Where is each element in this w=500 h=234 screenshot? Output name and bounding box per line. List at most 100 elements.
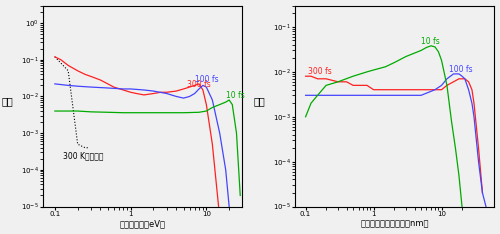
100 fs <box>216 132 222 135</box>
10 fs <box>180 111 186 114</box>
Y-axis label: 確率: 確率 <box>254 96 265 106</box>
Line: 10 fs: 10 fs <box>306 46 462 206</box>
300 fs <box>111 86 117 88</box>
Text: 100 fs: 100 fs <box>194 75 218 84</box>
300 fs <box>173 90 179 92</box>
300 fs <box>432 88 438 91</box>
10 fs <box>350 75 356 78</box>
100 fs <box>52 82 58 85</box>
10 fs <box>370 69 376 71</box>
300 fs <box>356 84 362 87</box>
300 fs <box>308 75 314 78</box>
10 fs <box>74 110 80 113</box>
10 fs <box>314 94 320 97</box>
Line: 100 fs: 100 fs <box>55 84 229 206</box>
300 fs <box>82 73 88 76</box>
100 fs <box>164 92 170 95</box>
10 fs <box>432 45 438 48</box>
100 fs <box>459 75 465 78</box>
300 fs <box>323 77 329 80</box>
100 fs <box>128 88 134 90</box>
10 fs <box>452 147 458 150</box>
100 fs <box>150 90 156 92</box>
10 fs <box>382 65 388 68</box>
300 fs <box>350 84 356 87</box>
Text: 10 fs: 10 fs <box>421 37 440 46</box>
300 fs <box>444 84 450 87</box>
10 fs <box>237 194 243 197</box>
X-axis label: 親イオンからの距離（nm）: 親イオンからの距離（nm） <box>360 219 429 228</box>
100 fs <box>370 94 376 97</box>
10 fs <box>438 59 444 62</box>
10 fs <box>323 84 329 87</box>
300 fs <box>141 94 147 96</box>
10 fs <box>418 49 424 52</box>
300 fs <box>52 55 58 58</box>
100 fs <box>204 86 210 88</box>
300 fs <box>105 82 111 85</box>
300 fs <box>469 88 475 91</box>
100 fs <box>350 94 356 97</box>
100 fs <box>438 84 444 87</box>
300 fs <box>58 58 64 61</box>
100 fs <box>335 94 341 97</box>
10 fs <box>210 106 216 109</box>
300 fs <box>150 92 156 95</box>
Text: 10 fs: 10 fs <box>226 91 244 100</box>
10 fs <box>216 103 222 106</box>
Line: 300 fs: 300 fs <box>55 57 229 234</box>
300 fs <box>471 102 477 105</box>
300 fs <box>335 80 341 83</box>
X-axis label: エネルギー（eV）: エネルギー（eV） <box>120 219 166 228</box>
10 fs <box>335 80 341 83</box>
100 fs <box>476 160 482 163</box>
100 fs <box>364 94 370 97</box>
100 fs <box>200 84 206 87</box>
10 fs <box>308 102 314 105</box>
300 fs <box>466 80 471 83</box>
10 fs <box>456 174 462 176</box>
100 fs <box>210 99 216 101</box>
100 fs <box>483 205 489 208</box>
300 fs <box>88 75 94 78</box>
100 fs <box>186 95 192 98</box>
100 fs <box>74 85 80 88</box>
100 fs <box>450 73 456 75</box>
300 fs <box>459 77 465 80</box>
300 fs <box>134 92 140 95</box>
300 fs <box>74 69 80 72</box>
300 fs <box>186 86 192 88</box>
100 fs <box>466 88 471 91</box>
300 fs <box>210 143 216 146</box>
10 fs <box>196 111 202 114</box>
300 fs <box>450 80 456 83</box>
100 fs <box>314 94 320 97</box>
Text: 300 Kの熱分布: 300 Kの熱分布 <box>64 152 104 161</box>
10 fs <box>424 46 430 49</box>
300 fs <box>476 147 482 150</box>
100 fs <box>444 77 450 80</box>
10 fs <box>88 110 94 113</box>
300 fs <box>65 64 71 67</box>
300 fs <box>164 91 170 94</box>
300 fs <box>382 88 388 91</box>
100 fs <box>173 95 179 98</box>
10 fs <box>403 55 409 58</box>
300 fs <box>370 88 376 91</box>
300 fs <box>438 88 444 91</box>
100 fs <box>469 102 475 105</box>
300 fs <box>418 88 424 91</box>
100 fs <box>456 73 462 75</box>
10 fs <box>448 120 454 122</box>
300 fs <box>192 84 198 87</box>
300 fs <box>98 79 103 81</box>
300 fs <box>204 103 210 106</box>
100 fs <box>65 84 71 87</box>
100 fs <box>391 94 397 97</box>
300 fs <box>364 84 370 87</box>
100 fs <box>302 94 308 97</box>
10 fs <box>391 61 397 64</box>
Line: 10 fs: 10 fs <box>55 100 240 195</box>
10 fs <box>204 110 210 113</box>
10 fs <box>436 50 442 53</box>
